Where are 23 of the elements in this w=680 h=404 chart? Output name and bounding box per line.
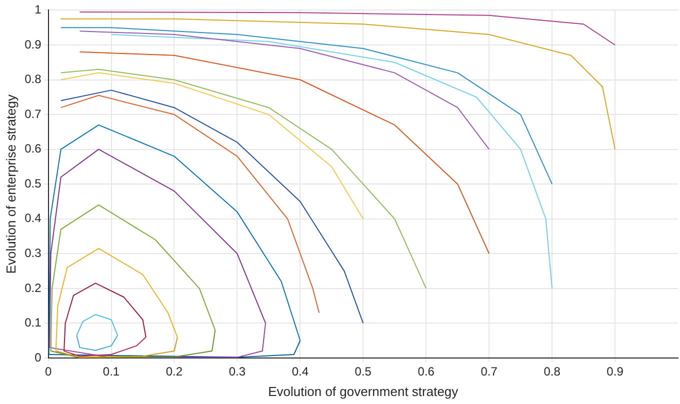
x-tick-label: 0.4 [292, 364, 309, 379]
y-tick-label: 0.2 [24, 280, 42, 295]
y-tick-label: 0.4 [24, 211, 42, 226]
y-axis-title: Evolution of enterprise strategy [3, 94, 18, 274]
x-tick-label: 0.3 [228, 364, 246, 379]
y-tick-label: 0.8 [24, 72, 42, 86]
x-tick-label: 0.6 [418, 364, 435, 379]
y-tick-label: 0 [34, 350, 42, 364]
y-tick-label: 1 [34, 2, 42, 17]
y-tick-label: 0.3 [24, 246, 42, 260]
y-tick-label: 0.5 [24, 176, 42, 190]
x-tick-label: 0.1 [102, 364, 120, 379]
y-tick-label: 0.9 [24, 37, 42, 52]
x-tick-label: 0.8 [544, 364, 561, 379]
x-tick-label: 0.7 [480, 364, 498, 379]
y-tick-label: 0.1 [24, 316, 42, 330]
x-tick-label: 0.2 [166, 364, 183, 379]
y-tick-label: 0.7 [24, 106, 42, 121]
y-tick-label: 0.6 [24, 142, 42, 156]
x-tick-label: 0 [44, 364, 52, 379]
x-tick-label: 0.9 [606, 364, 624, 379]
x-tick-label: 0.5 [354, 364, 372, 379]
x-axis-title: Evolution of government strategy [268, 384, 459, 399]
